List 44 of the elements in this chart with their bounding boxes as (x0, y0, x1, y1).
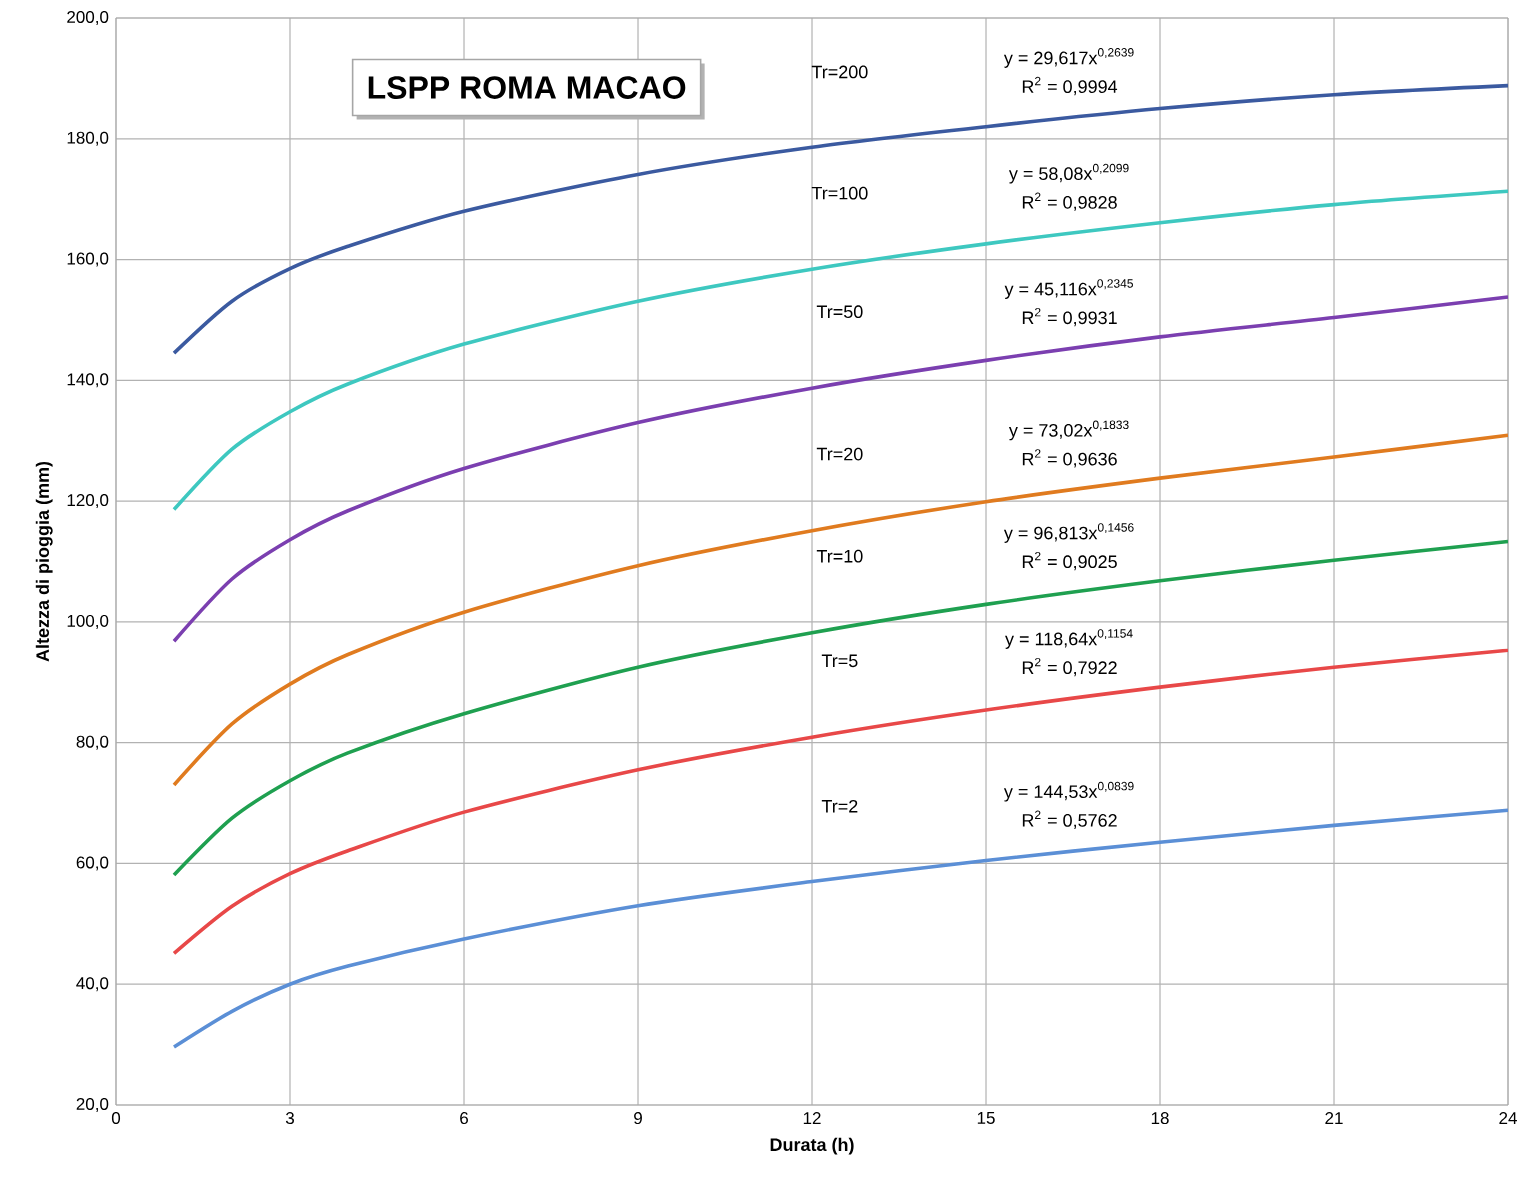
annotation: R$^{2}$ = 0,9931 (1022, 307, 1117, 327)
y-tick-label: 40,0 (76, 977, 109, 992)
annotation: Tr=5 (821, 654, 858, 668)
annotation: y = 29,617x$^{0,2639}$ (1003, 48, 1134, 68)
y-tick-label: 80,0 (76, 735, 109, 750)
annotation: Tr=10 (816, 549, 863, 563)
y-tick-label: 100,0 (67, 614, 109, 629)
y-tick-label: 120,0 (67, 494, 109, 509)
annotation: y = 73,02x$^{0,1833}$ (1008, 420, 1129, 441)
y-tick-label: 180,0 (67, 131, 109, 146)
text: LSPP ROMA MACAO (368, 76, 686, 99)
y-tick-label: 60,0 (76, 856, 109, 871)
x-tick-label: 21 (1325, 1112, 1343, 1124)
annotation: R$^{2}$ = 0,9025 (1022, 551, 1117, 571)
annotation: Tr=50 (816, 305, 863, 319)
annotation: y = 45,116x$^{0,2345}$ (1004, 279, 1133, 299)
annotation: R$^{2}$ = 0,9636 (1022, 449, 1117, 468)
annotation: R$^{2}$ = 0,9828 (1022, 192, 1117, 211)
line-series (172, 648, 1509, 956)
annotation: y = 96,813x$^{0,1456}$ (1003, 523, 1134, 543)
x-tick-label: 24 (1499, 1112, 1517, 1124)
annotation: y = 118,64x$^{0,1154}$ (1005, 629, 1133, 649)
annotation: y = 58,08x$^{0,2099}$ (1008, 163, 1129, 184)
x-tick-label: 15 (977, 1112, 995, 1124)
y-tick-label: 20,0 (76, 1097, 109, 1113)
annotation: Tr=20 (816, 447, 863, 461)
annotation: Tr=100 (811, 186, 868, 200)
x-axis-title: Durata (h) (770, 1137, 854, 1155)
x-tick-label: 18 (1151, 1112, 1169, 1125)
y-tick-label: 160,0 (67, 252, 109, 267)
annotation: Tr=200 (811, 65, 868, 79)
y-tick-label: 140,0 (67, 373, 109, 388)
x-tick-label: 6 (460, 1112, 468, 1125)
annotation: R$^{2}$ = 0,7922 (1022, 657, 1117, 677)
annotation: Tr=2 (821, 799, 858, 813)
y-axis-title: Altezza di pioggia (mm) (35, 461, 53, 662)
x-tick-label: 0 (111, 1112, 121, 1125)
x-tick-label: 12 (803, 1112, 821, 1124)
annotation: R$^{2}$ = 0,5762 (1022, 810, 1117, 829)
annotation: R$^{2}$ = 0,9994 (1022, 76, 1118, 96)
y-tick-label: 200,0 (67, 10, 109, 26)
annotation: y = 144,53x$^{0,0839}$ (1003, 781, 1134, 802)
x-tick-label: 9 (634, 1112, 642, 1125)
x-tick-label: 3 (285, 1112, 294, 1125)
